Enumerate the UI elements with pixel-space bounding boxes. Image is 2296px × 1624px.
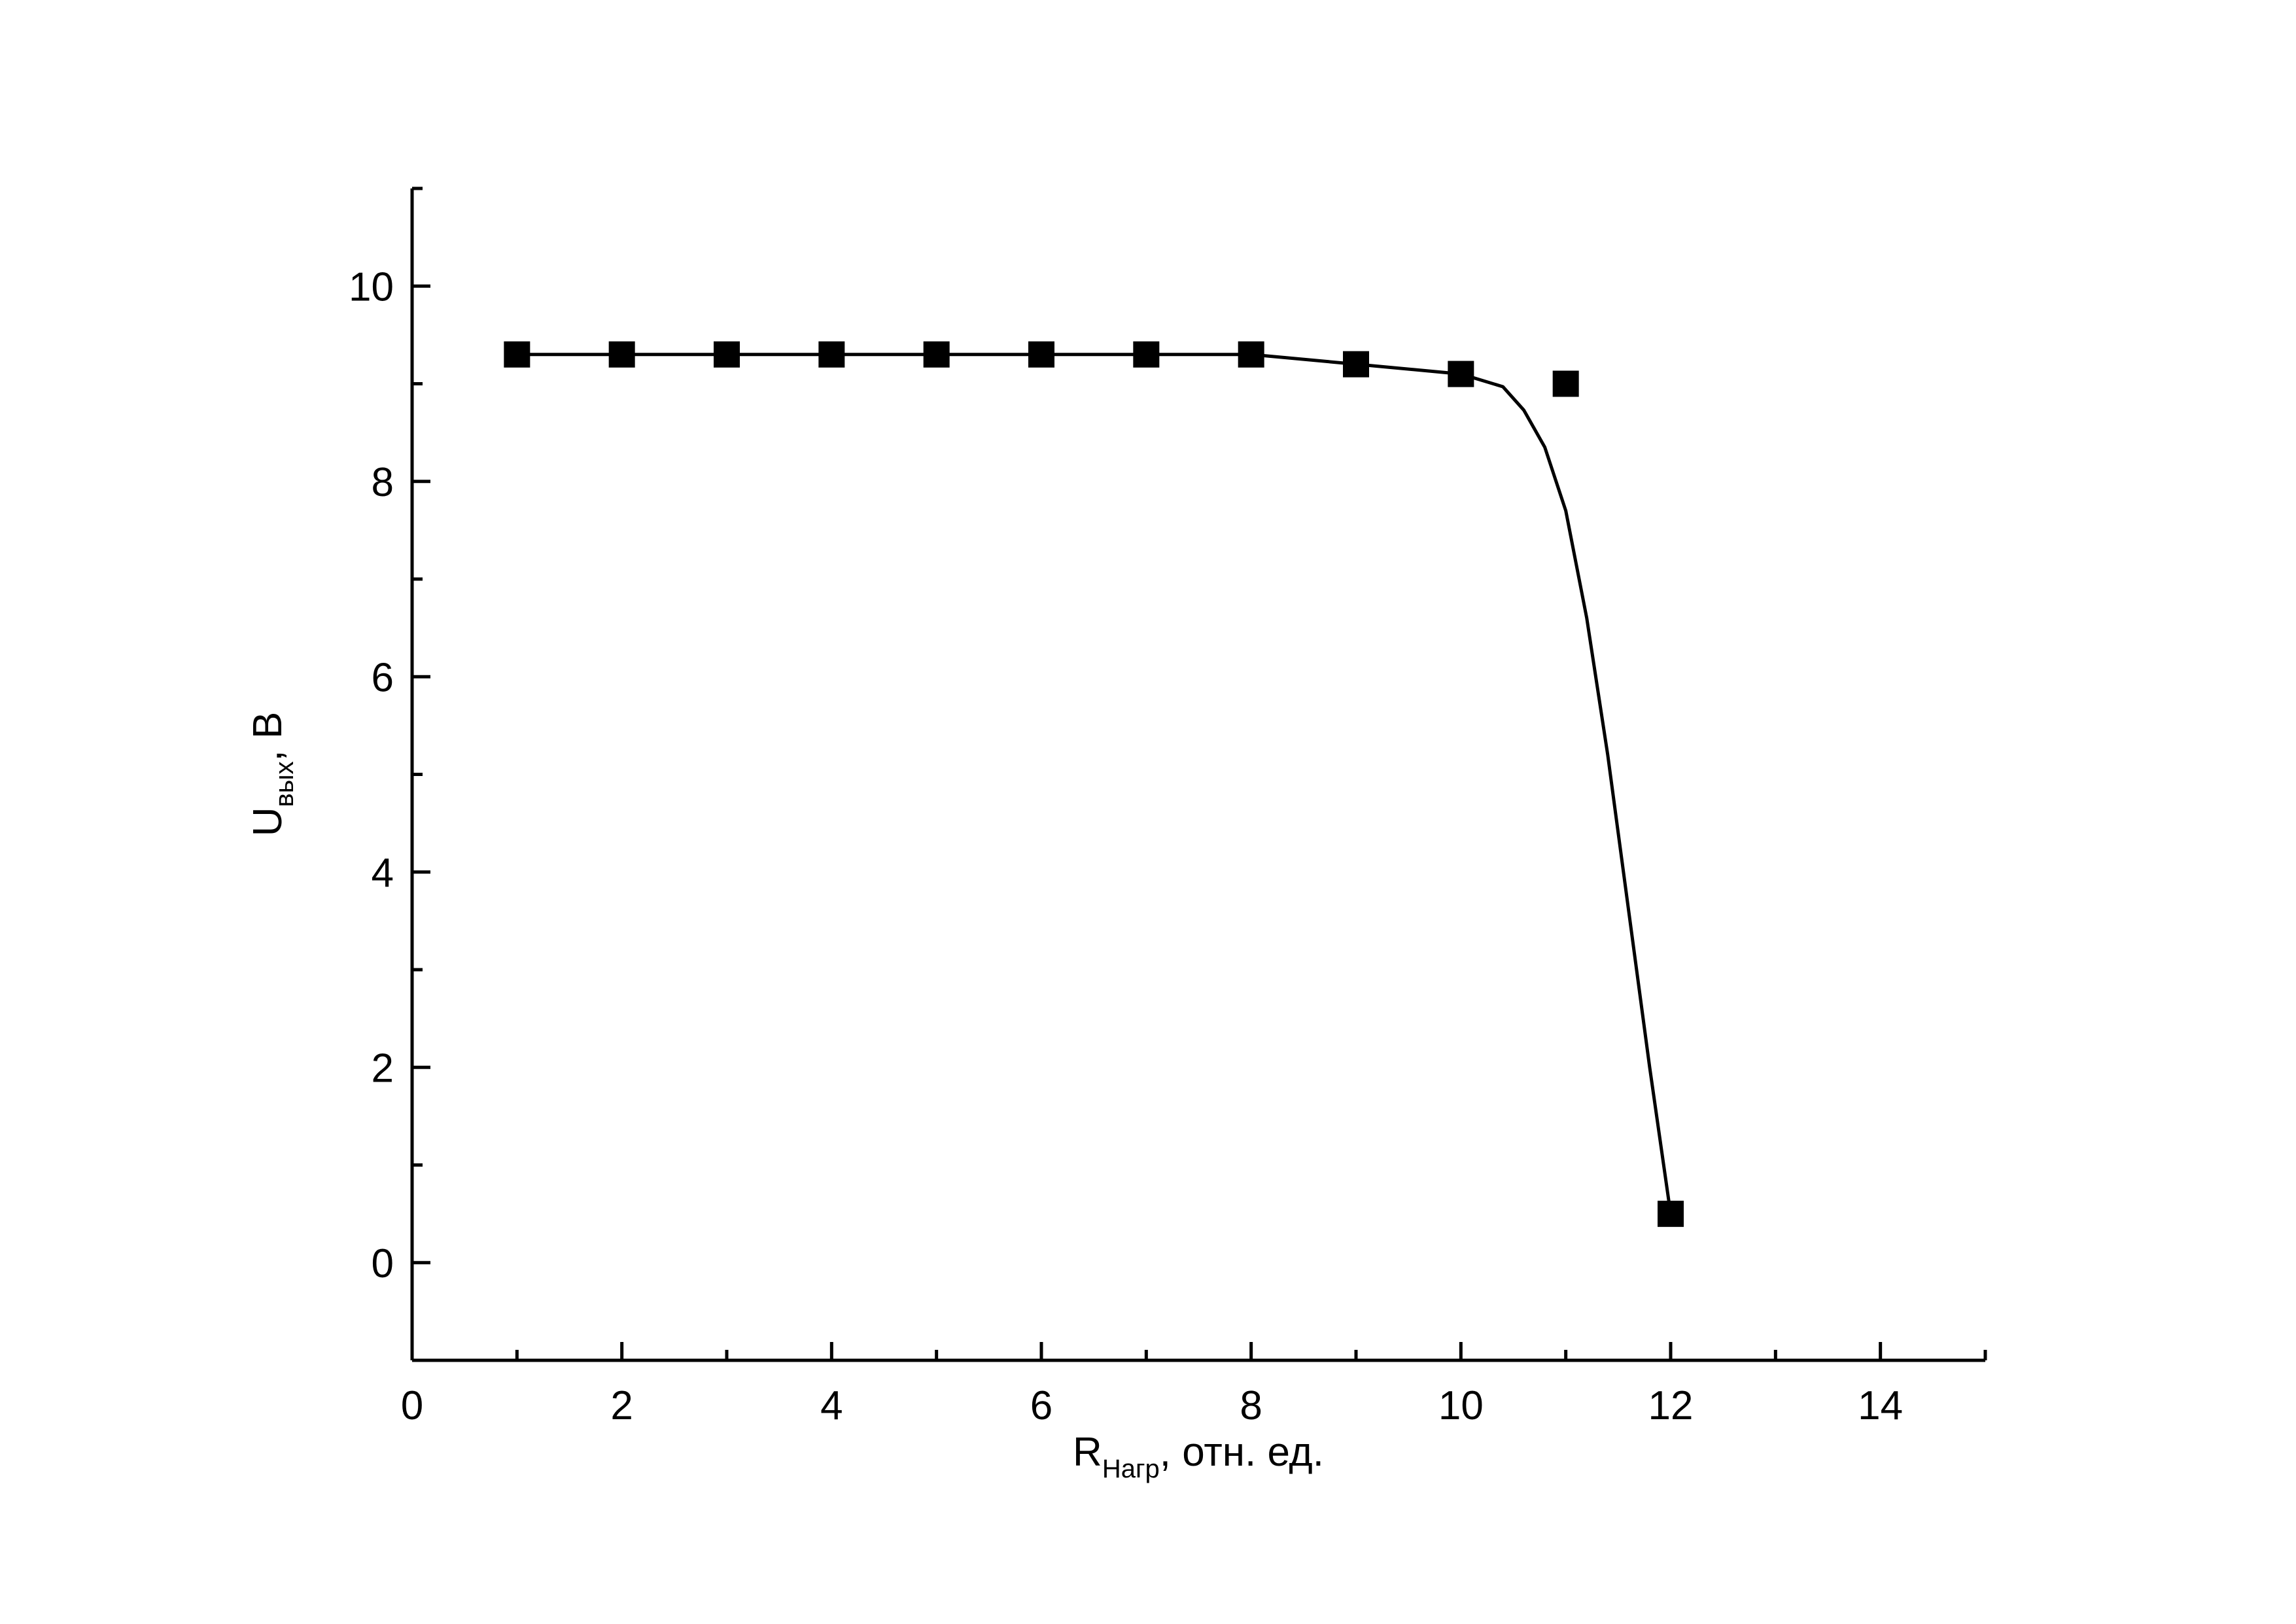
y-tick-label: 2 <box>372 1046 394 1091</box>
marker <box>608 341 635 368</box>
y-tick-label: 8 <box>372 460 394 505</box>
y-label-sub: вых <box>270 762 299 807</box>
marker <box>1133 341 1160 368</box>
marker <box>1658 1201 1684 1227</box>
x-label-rest: , отн. ед. <box>1160 1430 1324 1475</box>
y-tick-label: 10 <box>349 264 394 309</box>
x-tick-label: 6 <box>1030 1383 1052 1428</box>
y-axis-label: Uвых, В <box>245 712 299 837</box>
x-tick-label: 10 <box>1438 1383 1484 1428</box>
curve <box>517 353 1673 1214</box>
marker <box>504 341 531 368</box>
marker <box>1448 361 1474 387</box>
x-tick-label: 2 <box>610 1383 633 1428</box>
y-tick-label: 4 <box>372 851 394 896</box>
x-tick-label: 8 <box>1240 1383 1262 1428</box>
x-tick-label: 12 <box>1648 1383 1694 1428</box>
marker <box>714 341 740 368</box>
marker <box>1552 370 1579 397</box>
marker <box>1028 341 1054 368</box>
x-tick-label: 0 <box>401 1383 423 1428</box>
x-tick-label: 4 <box>820 1383 843 1428</box>
y-tick-label: 0 <box>372 1241 394 1286</box>
marker <box>923 341 950 368</box>
x-label-sub: Нагр <box>1102 1455 1160 1483</box>
marker <box>1343 351 1369 378</box>
y-tick-label: 6 <box>372 655 394 700</box>
x-label-main: R <box>1073 1430 1102 1475</box>
x-axis-label: RНагр, отн. ед. <box>1073 1430 1324 1483</box>
y-label-main: U <box>245 807 290 837</box>
marker <box>818 341 845 368</box>
y-label-rest: , В <box>245 712 290 762</box>
x-tick-label: 14 <box>1858 1383 1903 1428</box>
marker <box>1238 341 1264 368</box>
